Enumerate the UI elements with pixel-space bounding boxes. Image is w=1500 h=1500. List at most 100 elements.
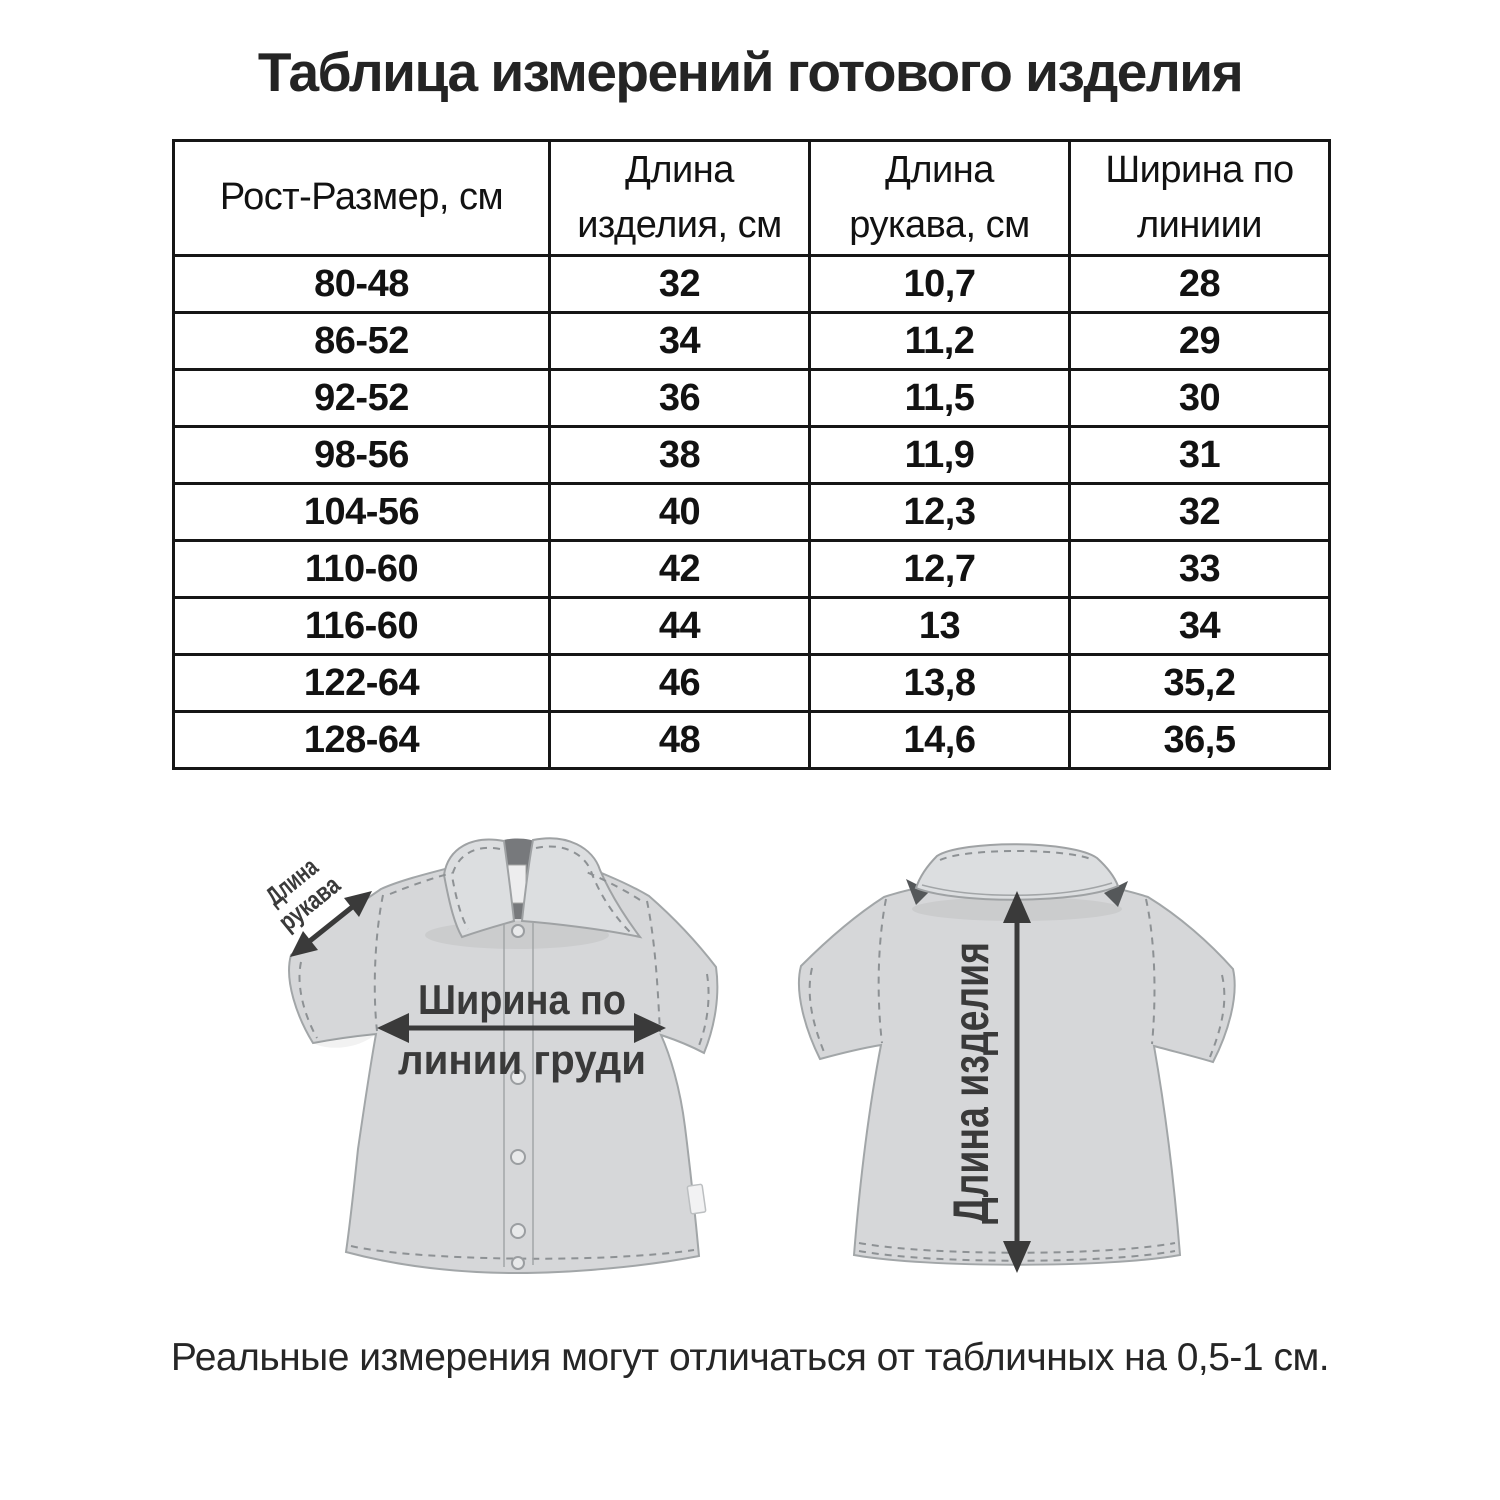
table-cell: 48 bbox=[548, 710, 811, 770]
table-row: 98-56 38 11,9 31 bbox=[172, 425, 1331, 485]
product-length-arrow bbox=[1003, 891, 1031, 1273]
table-row: 116-60 44 13 34 bbox=[172, 596, 1331, 656]
table-cell: 11,5 bbox=[808, 368, 1071, 428]
front-shirt-body bbox=[288, 855, 719, 1275]
column-header-sleeve-length: Длина рукава, см bbox=[808, 139, 1071, 257]
snap-button bbox=[510, 1223, 526, 1239]
product-length-label: Длина изделия bbox=[943, 942, 999, 1224]
table-cell: 128-64 bbox=[172, 710, 551, 770]
back-cuff-stitch-right bbox=[1209, 974, 1226, 1058]
chest-width-label-line1: Ширина по bbox=[418, 976, 626, 1023]
sleeve-arrow-shaft bbox=[304, 902, 358, 946]
collar-notch-right bbox=[1104, 881, 1128, 907]
column-header-garment-length: Длина изделия, см bbox=[548, 139, 811, 257]
table-row: 128-64 48 14,6 36,5 bbox=[172, 710, 1331, 770]
table-cell: 29 bbox=[1068, 311, 1331, 371]
snap-button bbox=[510, 1149, 526, 1165]
table-cell: 44 bbox=[548, 596, 811, 656]
table-cell: 14,6 bbox=[808, 710, 1071, 770]
table-cell: 12,3 bbox=[808, 482, 1071, 542]
sleeve-arrowhead-upper bbox=[344, 891, 372, 917]
table-cell: 13,8 bbox=[808, 653, 1071, 713]
header-line: Ширина по bbox=[1105, 148, 1294, 191]
chest-arrowhead-left bbox=[377, 1013, 409, 1043]
snap-button bbox=[510, 1069, 526, 1085]
side-care-tag bbox=[686, 1183, 707, 1215]
table-cell: 34 bbox=[1068, 596, 1331, 656]
table-cell: 12,7 bbox=[808, 539, 1071, 599]
table-cell: 30 bbox=[1068, 368, 1331, 428]
table-cell: 80-48 bbox=[172, 254, 551, 314]
table-cell: 40 bbox=[548, 482, 811, 542]
table-cell: 11,9 bbox=[808, 425, 1071, 485]
table-cell: 110-60 bbox=[172, 539, 551, 599]
table-header-row: Рост-Размер, см Длина изделия, см Длина … bbox=[172, 139, 1331, 257]
length-arrowhead-bottom bbox=[1003, 1241, 1031, 1273]
length-arrowhead-top bbox=[1003, 891, 1031, 923]
column-header-size: Рост-Размер, см bbox=[172, 139, 551, 257]
header-line: изделия, см bbox=[577, 204, 782, 246]
armhole-stitch-right bbox=[646, 900, 661, 1033]
table-cell: 34 bbox=[548, 311, 811, 371]
table-cell: 13 bbox=[808, 596, 1071, 656]
sleeve-arrowhead-lower bbox=[290, 931, 318, 957]
table-cell: 28 bbox=[1068, 254, 1331, 314]
table-cell: 36,5 bbox=[1068, 710, 1331, 770]
table-row: 92-52 36 11,5 30 bbox=[172, 368, 1331, 428]
table-cell: 86-52 bbox=[172, 311, 551, 371]
back-armhole-stitch-left bbox=[877, 898, 887, 1044]
note-text: Реальные измерения могут отличаться от т… bbox=[170, 1336, 1330, 1379]
table-cell: 33 bbox=[1068, 539, 1331, 599]
cuff-stitch-right bbox=[697, 973, 710, 1049]
sleeve-shade bbox=[313, 1034, 376, 1048]
collar-notch-left bbox=[906, 879, 930, 905]
snap-button bbox=[511, 924, 525, 938]
back-armhole-stitch-right bbox=[1145, 898, 1156, 1045]
table-cell: 10,7 bbox=[808, 254, 1071, 314]
cuff-stitch-left bbox=[298, 961, 318, 1039]
shirt-measurement-diagram: Длина рукава Ширина по линии груди Длина… bbox=[260, 837, 1236, 1275]
header-line: Рост-Размер, см bbox=[219, 176, 504, 219]
back-cuff-stitch-left bbox=[808, 967, 825, 1053]
table-row: 110-60 42 12,7 33 bbox=[172, 539, 1331, 599]
back-collar-band bbox=[914, 843, 1120, 901]
header-line: линиии bbox=[1136, 204, 1263, 246]
table-cell: 104-56 bbox=[172, 482, 551, 542]
page-title: Таблица измерений готового изделия bbox=[257, 41, 1244, 103]
table-row: 80-48 32 10,7 28 bbox=[172, 254, 1331, 314]
table-row: 104-56 40 12,3 32 bbox=[172, 482, 1331, 542]
table-cell: 92-52 bbox=[172, 368, 551, 428]
table-cell: 46 bbox=[548, 653, 811, 713]
chest-width-arrow bbox=[377, 1013, 666, 1043]
chest-arrowhead-right bbox=[634, 1013, 666, 1043]
chest-width-label-line2: линии груди bbox=[398, 1036, 646, 1083]
measurements-table: Рост-Размер, см Длина изделия, см Длина … bbox=[172, 139, 1331, 770]
front-shirt-illustration bbox=[288, 837, 719, 1275]
table-row: 122-64 46 13,8 35,2 bbox=[172, 653, 1331, 713]
table-cell: 36 bbox=[548, 368, 811, 428]
table-cell: 31 bbox=[1068, 425, 1331, 485]
table-cell: 11,2 bbox=[808, 311, 1071, 371]
table-cell: 32 bbox=[1068, 482, 1331, 542]
front-collar-right-flap bbox=[520, 837, 643, 939]
table-cell: 98-56 bbox=[172, 425, 551, 485]
table-cell: 122-64 bbox=[172, 653, 551, 713]
table-row: 86-52 34 11,2 29 bbox=[172, 311, 1331, 371]
table-cell: 38 bbox=[548, 425, 811, 485]
header-line: Длина bbox=[885, 148, 994, 191]
shoulder-stitch-left bbox=[389, 872, 453, 895]
header-line: Длина bbox=[625, 148, 734, 191]
shoulder-stitch-right bbox=[583, 870, 641, 901]
hem-stitch-front bbox=[350, 1245, 695, 1260]
front-collar-left-flap bbox=[442, 838, 516, 939]
column-header-chest-width: Ширина по линиии bbox=[1068, 139, 1331, 257]
table-cell: 32 bbox=[548, 254, 811, 314]
header-line: рукава, см bbox=[849, 204, 1030, 246]
table-cell: 116-60 bbox=[172, 596, 551, 656]
snap-buttons bbox=[510, 924, 526, 1270]
armhole-stitch-left bbox=[373, 894, 384, 1032]
table-cell: 35,2 bbox=[1068, 653, 1331, 713]
snap-button bbox=[511, 1256, 525, 1270]
collar-stitch-left bbox=[450, 846, 501, 930]
table-cell: 42 bbox=[548, 539, 811, 599]
